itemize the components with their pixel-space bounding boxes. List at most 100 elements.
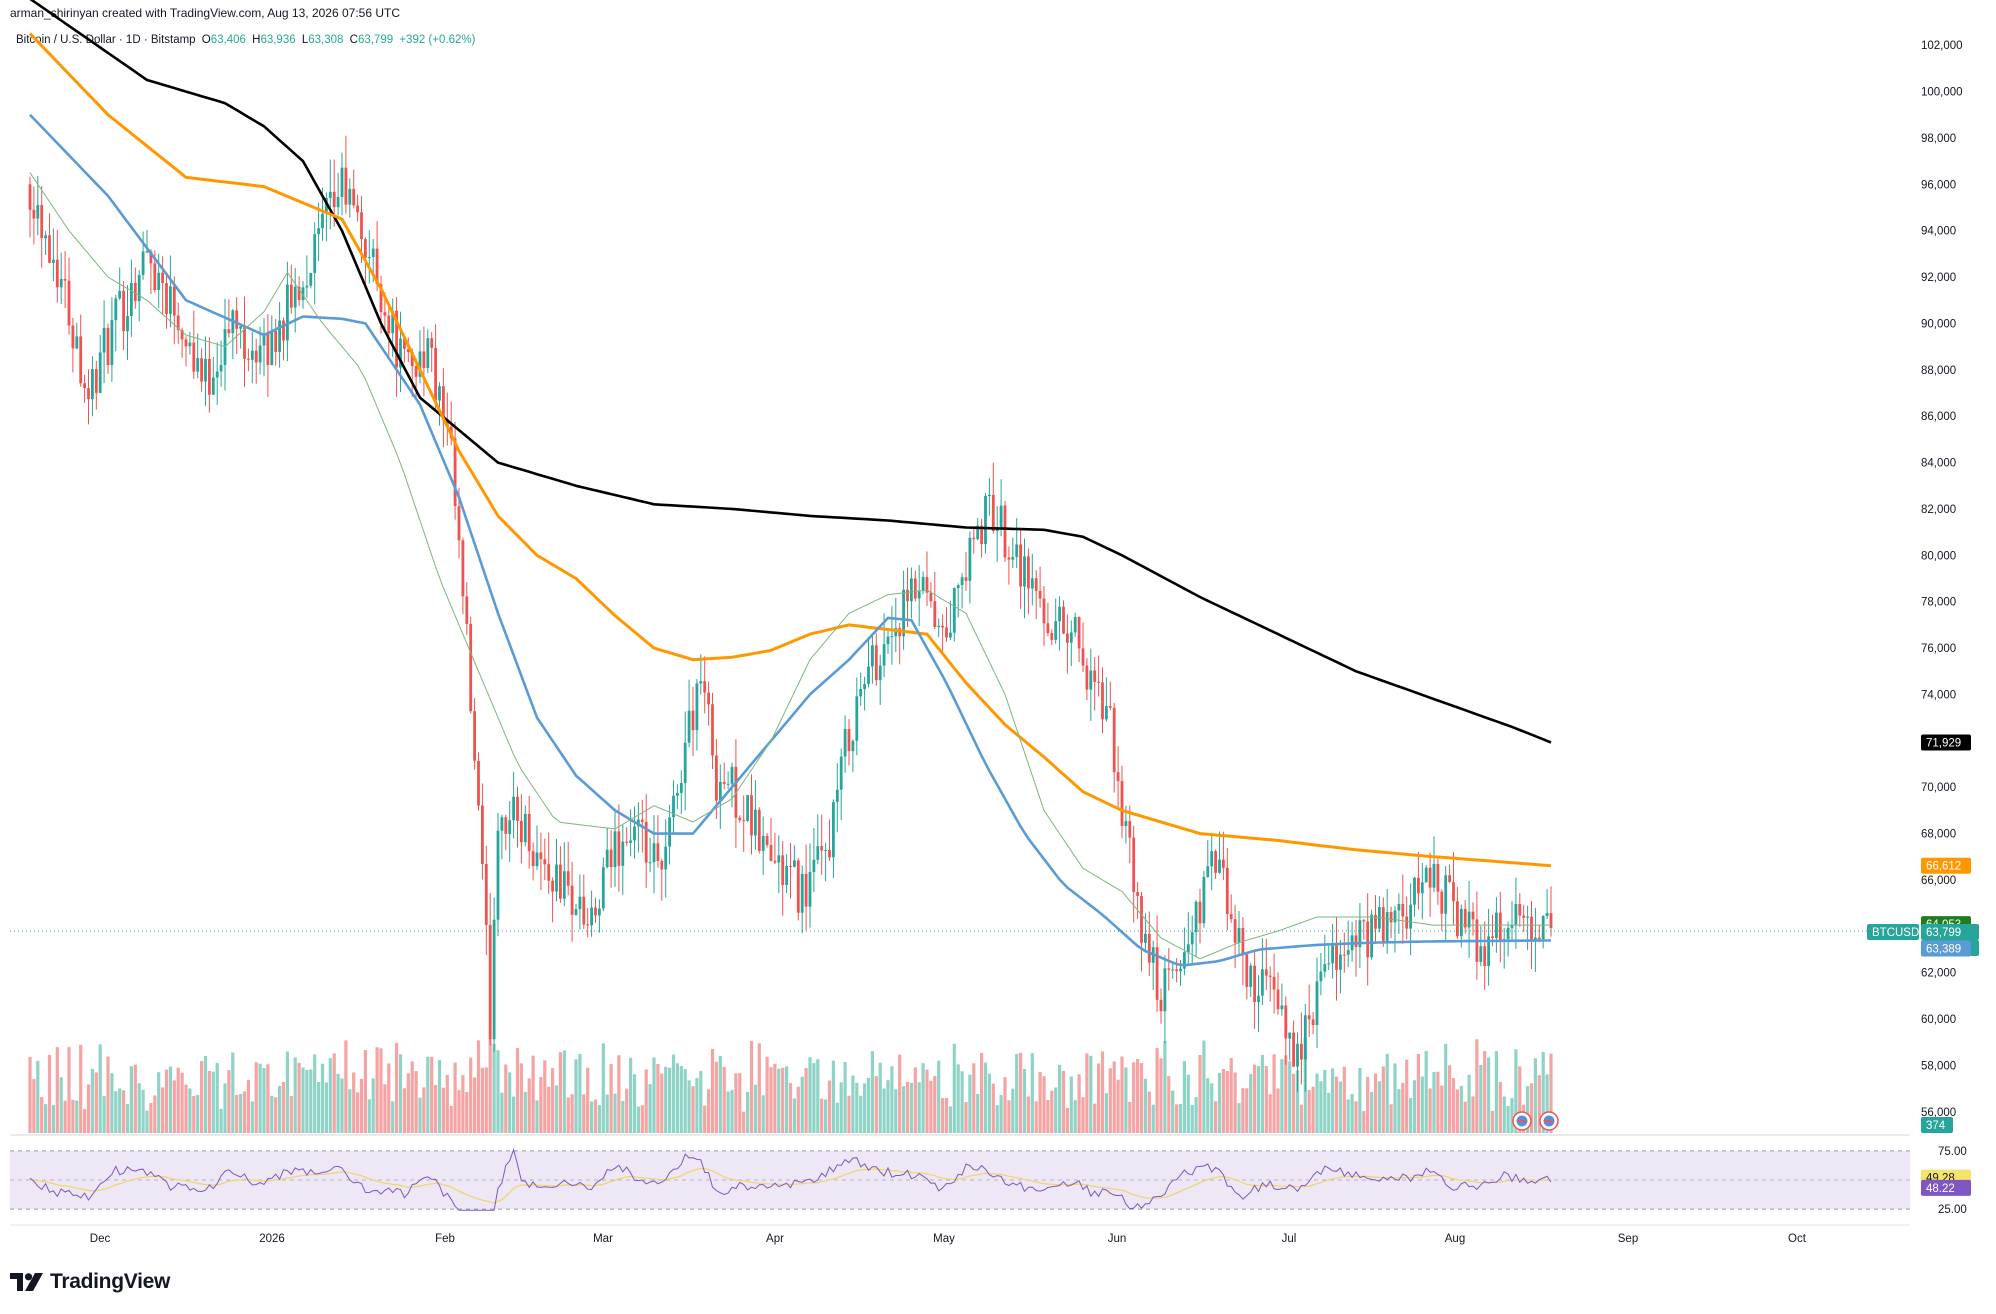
candle-body bbox=[867, 666, 870, 685]
volume-bar bbox=[668, 1067, 672, 1133]
candle-body bbox=[746, 795, 749, 821]
candle-body bbox=[687, 710, 691, 743]
candle-body bbox=[1222, 859, 1225, 868]
volume-bar bbox=[679, 1066, 683, 1133]
candle-body bbox=[1292, 1032, 1295, 1067]
volume-bar bbox=[422, 1087, 426, 1133]
candle-body bbox=[832, 802, 835, 858]
volume-bar bbox=[44, 1104, 48, 1133]
candle-body bbox=[379, 284, 383, 313]
volume-bar bbox=[348, 1089, 352, 1133]
volume-bar bbox=[437, 1059, 442, 1133]
price-labels-layer: 71,92966,61264,05363,79916:03:3263,389BT… bbox=[1867, 734, 1979, 1196]
volume-bar bbox=[426, 1056, 430, 1133]
volume-bar bbox=[383, 1084, 387, 1133]
candle-body bbox=[578, 896, 582, 910]
candle-body bbox=[1389, 912, 1393, 923]
volume-bar bbox=[98, 1044, 102, 1133]
volume-bar bbox=[1393, 1063, 1397, 1133]
volume-bar bbox=[816, 1059, 820, 1133]
candle-body bbox=[488, 924, 492, 1040]
candle-body bbox=[477, 760, 480, 806]
volume-bar bbox=[703, 1105, 707, 1133]
rsi-level-75-label: 75.00 bbox=[1938, 1146, 1967, 1158]
candle-body bbox=[1147, 933, 1151, 963]
volume-bar bbox=[262, 1068, 266, 1133]
candle-body bbox=[180, 330, 184, 340]
candle-body bbox=[1120, 781, 1124, 826]
candle-body bbox=[1171, 969, 1175, 971]
candle-body bbox=[886, 636, 890, 645]
candle-body bbox=[722, 781, 726, 784]
volume-bar bbox=[1034, 1101, 1038, 1133]
candle-body bbox=[367, 257, 371, 259]
volume-bar bbox=[1038, 1071, 1042, 1133]
moving-averages-layer bbox=[28, 0, 1552, 967]
candle-body bbox=[106, 327, 110, 366]
volume-bar bbox=[59, 1077, 63, 1133]
volume-bar bbox=[1093, 1103, 1097, 1133]
candle-body bbox=[789, 865, 792, 867]
candle-body bbox=[1155, 947, 1159, 1000]
volume-bar bbox=[921, 1063, 925, 1133]
candle-body bbox=[1397, 903, 1401, 911]
volume-bar bbox=[695, 1078, 699, 1133]
tradingview-logo-icon bbox=[10, 1273, 43, 1291]
candle-body bbox=[59, 279, 63, 288]
volume-bar bbox=[1319, 1081, 1323, 1133]
candle-body bbox=[906, 589, 909, 602]
candle-body bbox=[1190, 932, 1194, 945]
volume-bar bbox=[1295, 1070, 1300, 1133]
volume-bar bbox=[1362, 1111, 1366, 1133]
x-tick-label: Sep bbox=[1618, 1233, 1638, 1245]
volume-bar bbox=[664, 1066, 668, 1133]
volume-bar bbox=[558, 1052, 562, 1133]
volume-bar bbox=[278, 1085, 282, 1133]
volume-bar bbox=[1451, 1078, 1456, 1133]
volume-bar bbox=[792, 1098, 796, 1133]
volume-bar bbox=[995, 1105, 999, 1133]
volume-bar bbox=[469, 1057, 473, 1133]
volume-bar bbox=[636, 1106, 640, 1133]
volume-bar bbox=[625, 1088, 629, 1133]
volume-bar bbox=[1370, 1092, 1374, 1133]
volume-bar bbox=[1327, 1092, 1331, 1133]
volume-bar bbox=[1373, 1073, 1378, 1133]
volume-bar bbox=[473, 1077, 477, 1133]
candle-body bbox=[812, 859, 816, 873]
candle-body bbox=[1011, 556, 1015, 560]
volume-bar bbox=[941, 1098, 945, 1133]
candle-body bbox=[738, 817, 742, 821]
candle-body bbox=[910, 578, 913, 602]
volume-bar bbox=[223, 1083, 227, 1133]
volume-bar bbox=[773, 1063, 777, 1133]
candle-body bbox=[1042, 598, 1046, 624]
candle-body bbox=[516, 796, 519, 821]
candle-body bbox=[438, 386, 441, 401]
volume-bar bbox=[1175, 1104, 1179, 1133]
y-tick-label: 74,000 bbox=[1921, 689, 1956, 701]
volume-bar bbox=[761, 1095, 765, 1133]
candle-body bbox=[141, 251, 145, 275]
volume-bar bbox=[1264, 1066, 1268, 1133]
candle-body bbox=[980, 525, 983, 545]
candle-body bbox=[991, 494, 995, 532]
volume-bar bbox=[547, 1086, 551, 1133]
candle-body bbox=[1264, 969, 1268, 976]
volume-bar bbox=[1389, 1104, 1393, 1133]
candle-body bbox=[481, 805, 484, 864]
volume-bar bbox=[675, 1063, 679, 1133]
candle-body bbox=[192, 342, 196, 372]
volume-bar bbox=[1233, 1072, 1237, 1133]
x-tick-label: 2026 bbox=[259, 1233, 285, 1245]
volume-bar bbox=[40, 1096, 44, 1133]
x-tick-label: Oct bbox=[1788, 1233, 1807, 1245]
candle-body bbox=[79, 336, 83, 384]
volume-bar bbox=[980, 1052, 984, 1133]
candle-body bbox=[422, 351, 426, 368]
candle-body bbox=[1315, 981, 1319, 1026]
candle-body bbox=[1108, 706, 1112, 708]
current-price-badge-bg bbox=[1921, 923, 1979, 940]
candle-body bbox=[1327, 963, 1331, 965]
